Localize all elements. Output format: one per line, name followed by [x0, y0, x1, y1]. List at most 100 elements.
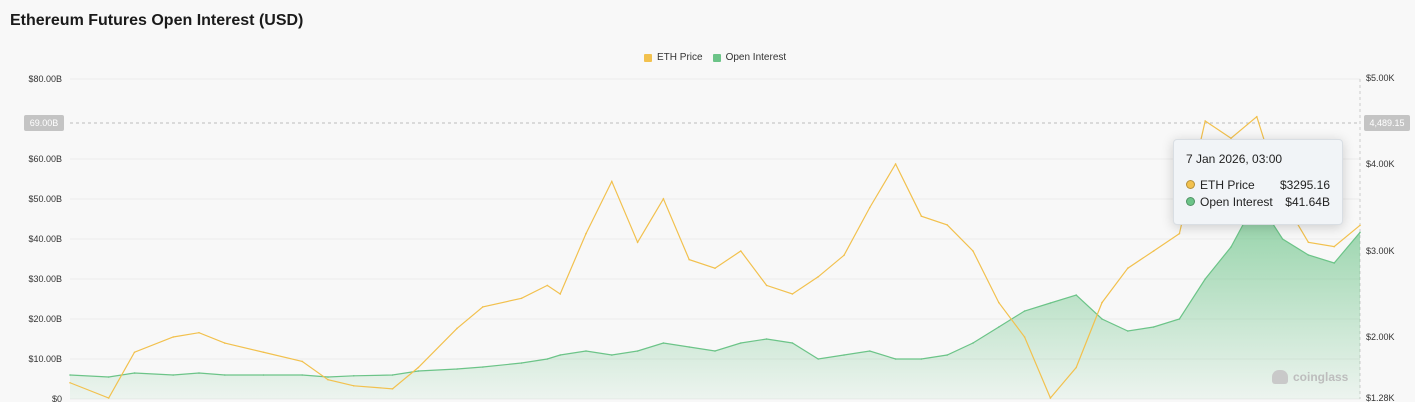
eth-point: [391, 388, 394, 390]
eth-point: [1101, 301, 1103, 304]
legend-swatch-eth: [644, 53, 652, 62]
oi-point: [1281, 238, 1284, 240]
oi-point: [262, 374, 265, 376]
oi-point: [740, 342, 742, 344]
eth-point: [662, 198, 665, 200]
eth-point: [585, 232, 587, 235]
oi-point: [391, 374, 394, 376]
eth-point: [456, 327, 458, 330]
left-tick-label: $60.00B: [28, 154, 62, 164]
right-tick-label: $4.00K: [1366, 159, 1395, 169]
oi-point: [520, 362, 523, 364]
eth-point: [636, 241, 639, 244]
oi-point: [133, 372, 136, 374]
crosshair-left-badge: [24, 115, 64, 131]
oi-point: [301, 374, 304, 376]
tooltip-row-oi: Open Interest $41.64B: [1186, 193, 1330, 210]
oi-point: [559, 354, 561, 356]
crosshair-left-label: 69.00B: [30, 118, 59, 128]
eth-point: [843, 254, 845, 257]
oi-point: [417, 370, 420, 372]
eth-point: [107, 397, 110, 399]
eth-point: [482, 306, 484, 308]
oi-point: [894, 358, 897, 360]
eth-point: [224, 342, 226, 344]
eth-point: [688, 258, 690, 261]
oi-point: [688, 346, 690, 348]
eth-point: [972, 250, 974, 252]
left-tick-label: $40.00B: [28, 234, 62, 244]
eth-point: [714, 267, 716, 270]
page-title: Ethereum Futures Open Interest (USD): [10, 12, 304, 29]
left-tick-label: $20.00B: [28, 314, 62, 324]
oi-point: [817, 358, 819, 360]
oi-point: [482, 366, 484, 368]
eth-point: [1256, 115, 1258, 118]
eth-point: [353, 385, 355, 387]
oi-area: [70, 199, 1360, 399]
eth-point: [1127, 267, 1129, 270]
oi-point: [1333, 262, 1335, 264]
oi-point: [636, 350, 639, 352]
oi-point: [172, 374, 174, 376]
eth-point: [301, 360, 304, 363]
oi-point: [1127, 330, 1129, 332]
eth-point: [69, 381, 71, 384]
legend-item-eth[interactable]: ETH Price: [644, 52, 703, 63]
watermark-text: coinglass: [1293, 370, 1349, 384]
oi-point: [843, 354, 845, 356]
oi-point: [1178, 318, 1181, 320]
left-tick-label: $80.00B: [28, 74, 62, 84]
eth-point: [546, 284, 549, 287]
tooltip-time: 7 Jan 2026, 03:00: [1186, 152, 1283, 166]
legend-item-oi[interactable]: Open Interest: [712, 52, 786, 63]
tooltip-dot-oi: [1186, 197, 1195, 206]
oi-point: [1204, 278, 1206, 280]
eth-point: [946, 224, 948, 226]
crosshair-right-label: 4,489.15: [1369, 118, 1404, 128]
oi-point: [998, 326, 1000, 328]
tooltip: 7 Jan 2026, 03:00 ETH Price $3295.16 Ope…: [1173, 139, 1343, 225]
eth-point: [133, 351, 136, 354]
oi-point: [1075, 294, 1077, 296]
eth-point: [1023, 336, 1026, 338]
eth-point: [765, 284, 768, 287]
coinglass-logo-icon: [1272, 370, 1288, 384]
oi-point: [611, 354, 613, 356]
oi-point: [456, 368, 458, 370]
oi-point: [1152, 326, 1155, 328]
oi-point: [353, 375, 355, 377]
oi-point: [1049, 302, 1052, 304]
oi-point: [1307, 254, 1310, 256]
oi-point: [1230, 246, 1232, 248]
eth-point: [1204, 120, 1206, 122]
left-tick-label: $50.00B: [28, 194, 62, 204]
eth-point: [172, 336, 174, 338]
eth-point: [817, 276, 819, 278]
eth-point: [920, 215, 923, 217]
oi-point: [1101, 318, 1103, 320]
right-tick-label: $1.28K: [1366, 393, 1395, 402]
eth-point: [1075, 366, 1077, 369]
right-tick-label: $5.00K: [1366, 73, 1395, 83]
oi-point: [972, 342, 974, 344]
oi-point: [714, 350, 716, 352]
legend-swatch-oi: [712, 53, 721, 62]
oi-point: [1023, 310, 1026, 312]
oi-point: [662, 342, 665, 344]
oi-point: [765, 338, 768, 340]
eth-point: [611, 180, 613, 183]
left-tick-label: $10.00B: [28, 354, 62, 364]
eth-point: [262, 351, 265, 354]
eth-point: [1152, 250, 1155, 252]
right-tick-label: $3.00K: [1366, 246, 1395, 256]
tooltip-value-oi: $41.64B: [1285, 194, 1330, 209]
tooltip-value-eth: $3295.16: [1279, 177, 1330, 192]
eth-point: [740, 250, 742, 252]
oi-point: [946, 354, 948, 356]
eth-point: [1049, 397, 1052, 399]
tooltip-row-eth: ETH Price $3295.16: [1186, 176, 1330, 193]
eth-point: [1178, 232, 1181, 235]
eth-point: [520, 297, 523, 300]
